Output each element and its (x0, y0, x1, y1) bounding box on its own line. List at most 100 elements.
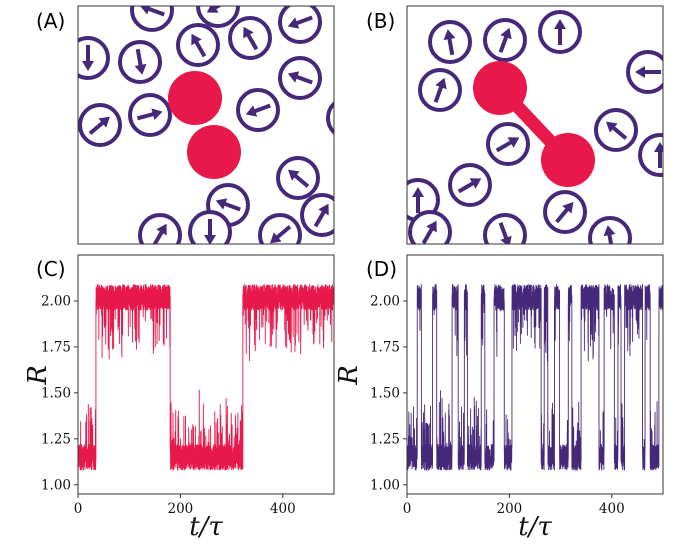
particle-ring (300, 193, 334, 237)
arrow-icon (603, 225, 616, 237)
panel-label-d: (D) (366, 257, 397, 281)
arrow-icon (435, 77, 447, 90)
y-tick-label: 1.25 (370, 431, 400, 447)
active-particle (196, 6, 240, 28)
dimer-bead (473, 61, 527, 115)
x-tick-label: 400 (270, 501, 296, 517)
active-particle (408, 210, 452, 244)
particles-a (78, 6, 354, 244)
arrow-icon (204, 235, 216, 244)
chart-panel-c: 0 200 400 1.00 1.25 1.50 1.75 2.00 t/τ R (23, 254, 335, 542)
arrow-icon (318, 203, 329, 216)
active-particle (300, 193, 334, 237)
arrow-icon (288, 169, 300, 181)
active-particle (278, 6, 322, 44)
arrow-icon (151, 108, 163, 121)
particles-b (407, 10, 663, 244)
ticks-d: 0 200 400 1.00 1.25 1.50 1.75 2.00 (370, 293, 625, 517)
data-line (407, 283, 663, 471)
panel-label-c: (C) (36, 257, 66, 281)
y-tick-label: 1.00 (370, 477, 400, 493)
ticks-c: 0 200 400 1.00 1.25 1.50 1.75 2.00 (41, 293, 296, 517)
arrow-icon (554, 19, 566, 29)
active-particle (483, 18, 527, 62)
active-particle (326, 101, 354, 135)
y-tick-label: 1.25 (41, 431, 71, 447)
y-axis-label-d: R (334, 365, 364, 386)
active-particle (138, 213, 182, 244)
y-tick-label: 1.50 (41, 385, 71, 401)
arrow-icon (635, 66, 645, 78)
arrow-icon (140, 6, 151, 15)
active-particle (176, 23, 220, 67)
axes-frame-d (406, 254, 664, 495)
active-particle (448, 163, 492, 207)
active-particle (130, 6, 174, 32)
particle-ring (258, 213, 302, 244)
active-particle (483, 213, 527, 244)
arrow-icon (500, 27, 512, 40)
arrow-icon (270, 232, 282, 244)
active-particle (118, 40, 162, 84)
arrow-icon (342, 121, 354, 131)
arrow-icon (654, 142, 663, 152)
snapshot-panel-a (77, 5, 354, 245)
dimer-bead (187, 125, 241, 179)
data-line (78, 283, 334, 471)
arrow-icon (606, 121, 618, 133)
series-d (407, 283, 663, 471)
particle-ring (638, 133, 663, 177)
active-particle (538, 10, 582, 54)
x-tick-label: 200 (168, 501, 194, 517)
active-particle (128, 93, 172, 137)
arrow-icon (287, 17, 300, 29)
x-tick-label: 0 (403, 501, 412, 517)
active-particle (78, 103, 122, 147)
arrow-icon (426, 220, 437, 233)
arrow-icon (82, 61, 94, 71)
dimer-bead (168, 71, 222, 125)
panel-label-a: (A) (36, 9, 65, 33)
arrow-icon (245, 105, 258, 117)
active-particle (236, 88, 280, 132)
frame-a (77, 5, 335, 245)
snapshot-panel-b (406, 5, 664, 245)
arrow-icon (562, 202, 574, 214)
arrow-icon (500, 235, 512, 244)
x-tick-label: 200 (497, 501, 523, 517)
active-particle (278, 56, 322, 100)
y-tick-label: 2.00 (370, 293, 400, 309)
x-axis-label-d: t/τ (518, 512, 552, 542)
arrow-icon (443, 29, 456, 41)
active-particle (486, 122, 530, 166)
active-particle (228, 16, 272, 60)
chart-panel-d: 0 200 400 1.00 1.25 1.50 1.75 2.00 t/τ R (334, 254, 664, 542)
arrow-icon (191, 33, 202, 46)
dimer (168, 71, 241, 179)
arrow-icon (412, 187, 424, 197)
arrow-icon (206, 6, 219, 13)
active-particle (78, 36, 110, 80)
panel-label-b: (B) (366, 9, 395, 33)
y-axis-label-c: R (23, 365, 53, 386)
particle-ring (130, 6, 174, 32)
active-particle (626, 50, 663, 94)
active-particle (588, 216, 632, 244)
dimer (473, 61, 595, 187)
x-tick-label: 0 (74, 501, 83, 517)
dimer-bead (541, 133, 595, 187)
active-particle (258, 213, 302, 244)
y-tick-label: 1.50 (370, 385, 400, 401)
arrow-icon (134, 63, 147, 75)
active-particle (638, 133, 663, 177)
particle-ring (326, 101, 334, 135)
particle-ring (78, 36, 110, 80)
particle-ring (196, 6, 240, 28)
y-tick-label: 2.00 (41, 293, 71, 309)
active-particle (188, 210, 232, 244)
axes-frame-c (77, 254, 335, 495)
active-particle (543, 190, 587, 234)
frame-b (406, 5, 664, 245)
y-tick-label: 1.75 (41, 339, 71, 355)
